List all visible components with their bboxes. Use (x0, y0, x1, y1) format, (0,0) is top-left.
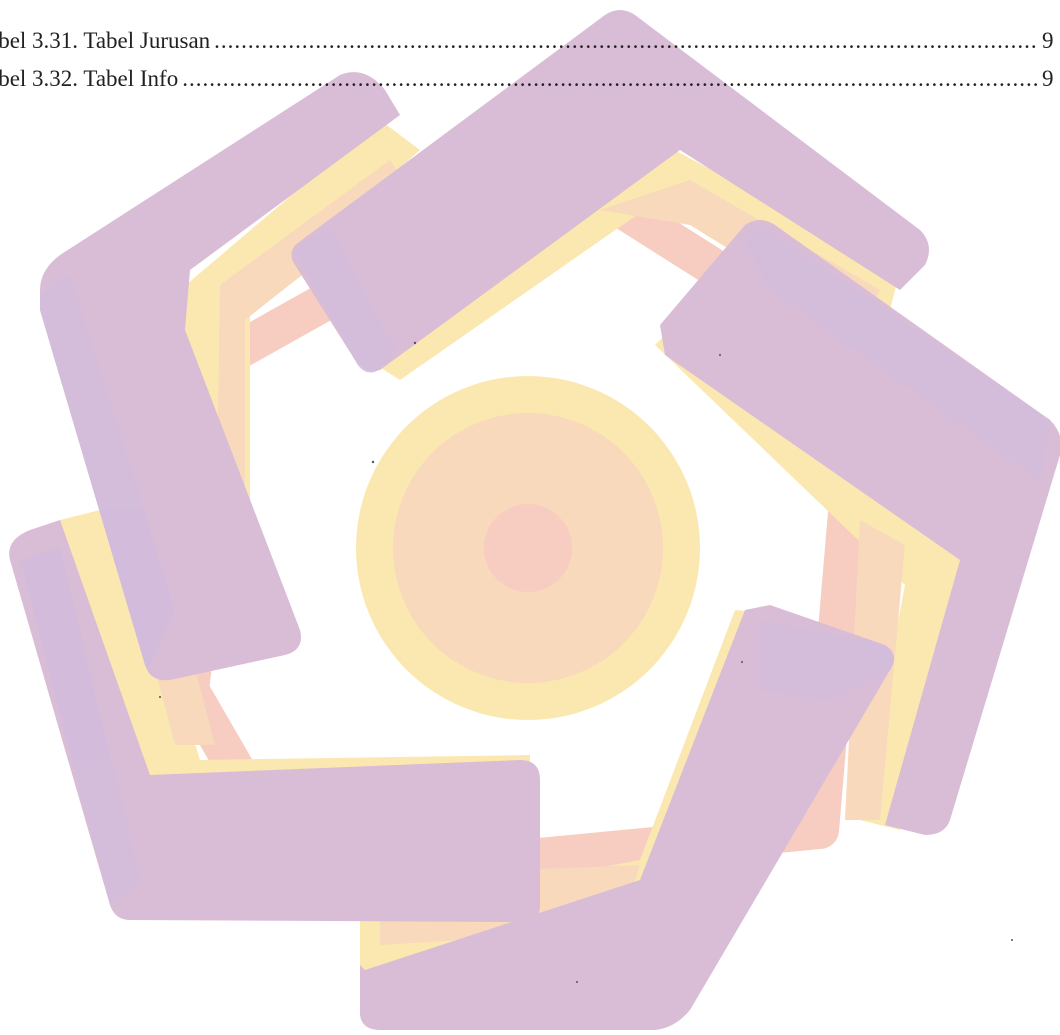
toc-entry-tabel-jurusan[interactable]: abel 3.31. Tabel Jurusan 9 (0, 22, 1060, 60)
toc-entry-page: 9 (1042, 66, 1054, 91)
toc-entry-tabel-info[interactable]: abel 3.32. Tabel Info 9 (0, 60, 1060, 98)
logo-arm-top (291, 10, 929, 372)
scan-specks (159, 341, 1013, 983)
toc-entry-title: abel 3.31. Tabel Jurusan (0, 28, 211, 53)
logo-purple-shadows (20, 225, 1050, 905)
toc-entry-title: abel 3.32. Tabel Info (0, 66, 179, 91)
logo-center-circle (356, 376, 700, 720)
logo-arm-bottom (360, 605, 894, 1030)
logo-arm-left (9, 520, 540, 922)
toc-dot-leader (214, 22, 1038, 60)
table-of-tables: abel 3.31. Tabel Jurusan 9 abel 3.32. Ta… (0, 22, 1060, 98)
toc-dot-leader (182, 60, 1038, 98)
toc-entry-page: 9 (1042, 28, 1054, 53)
